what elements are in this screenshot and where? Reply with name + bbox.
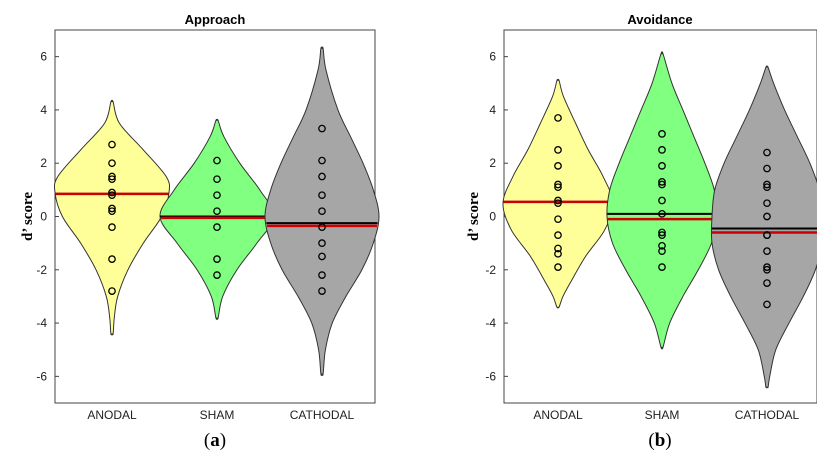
panel-avoidance: Avoidance -6 -4 -2 0 2 4 6 d’ score ANODAL SHAM CAT… [466, 12, 817, 451]
y-tick-label: -6 [485, 369, 496, 383]
data-point [763, 183, 771, 192]
data-point [763, 279, 771, 287]
chart-title: Avoidance [627, 12, 692, 27]
y-tick-label: -4 [36, 316, 47, 330]
y-tick-label: 4 [40, 103, 47, 117]
data-point [658, 162, 666, 170]
y-tick-label: 6 [40, 50, 47, 64]
y-tick-label: -4 [485, 316, 496, 330]
violin-anodal [53, 99, 171, 336]
data-point [763, 148, 771, 157]
data-point [318, 191, 326, 200]
data-point [318, 287, 326, 295]
data-point [213, 191, 221, 200]
y-tick-label: -2 [36, 263, 47, 277]
data-point [213, 156, 221, 165]
data-point [318, 207, 326, 216]
data-point [658, 241, 666, 250]
category-label: ANODAL [87, 408, 137, 422]
y-tick-label: 2 [489, 156, 496, 170]
data-point [554, 183, 562, 192]
data-point [763, 199, 771, 208]
data-point [318, 271, 326, 279]
violin-sham [606, 51, 718, 350]
data-point [318, 172, 326, 181]
data-point [554, 146, 562, 154]
y-axis-label: d’ score [466, 192, 482, 241]
data-point [763, 212, 771, 221]
data-point [554, 199, 562, 208]
data-point [554, 215, 562, 224]
data-point [763, 300, 771, 309]
data-point [763, 247, 771, 255]
data-point [554, 263, 562, 271]
data-point [658, 130, 666, 138]
data-point [108, 255, 116, 263]
data-point [213, 175, 221, 184]
y-tick-label: 0 [489, 210, 496, 224]
data-point [658, 196, 666, 205]
data-point [213, 271, 221, 279]
category-label: SHAM [200, 408, 235, 422]
category-label: SHAM [645, 408, 680, 422]
y-tick-label: 2 [40, 156, 47, 170]
data-point [318, 239, 326, 247]
category-label: CATHODAL [290, 408, 355, 422]
chart-title: Approach [185, 12, 246, 27]
data-point [658, 231, 666, 239]
data-point [763, 265, 771, 274]
data-point [658, 209, 666, 218]
data-point [763, 231, 771, 239]
data-point [554, 196, 562, 205]
data-point [108, 207, 116, 216]
panel-caption: (b) [648, 430, 671, 451]
data-point [554, 114, 562, 122]
category-label: CATHODAL [735, 408, 800, 422]
y-tick-label: -6 [36, 369, 47, 383]
data-point [763, 180, 771, 189]
data-point [108, 223, 116, 232]
data-point [554, 244, 562, 253]
data-point [108, 140, 116, 149]
data-point [658, 180, 666, 189]
data-point [554, 180, 562, 189]
data-point [318, 223, 326, 232]
data-point [108, 175, 116, 184]
data-point [108, 188, 116, 197]
data-point [658, 178, 666, 186]
violin-cathodal [264, 46, 380, 376]
violin-cathodal [710, 65, 817, 389]
y-tick-label: 0 [40, 210, 47, 224]
data-point [554, 162, 562, 170]
panel-caption: (a) [204, 430, 226, 451]
category-label: ANODAL [533, 408, 583, 422]
violin-sham [159, 118, 275, 320]
data-point [763, 164, 771, 173]
data-point [108, 159, 116, 168]
data-point [108, 172, 116, 181]
data-point [213, 223, 221, 232]
data-point [658, 228, 666, 237]
panel-approach: Approach -6 -4 -2 0 2 4 6 d’ score ANODAL SHAM CATH… [20, 12, 380, 451]
data-point [554, 249, 562, 258]
data-point [318, 124, 326, 133]
data-point [318, 156, 326, 165]
data-point [318, 252, 326, 261]
data-point [658, 247, 666, 255]
data-point [108, 191, 116, 200]
data-point [108, 287, 116, 295]
data-point [658, 146, 666, 154]
y-tick-label: -2 [485, 263, 496, 277]
data-point [213, 255, 221, 263]
violin-anodal [502, 78, 614, 309]
y-axis-label: d’ score [20, 192, 36, 241]
data-point [108, 204, 116, 213]
data-point [213, 207, 221, 216]
y-tick-label: 6 [489, 50, 496, 64]
data-point [658, 263, 666, 271]
y-tick-label: 4 [489, 103, 496, 117]
data-point [554, 231, 562, 239]
data-point [763, 263, 771, 271]
